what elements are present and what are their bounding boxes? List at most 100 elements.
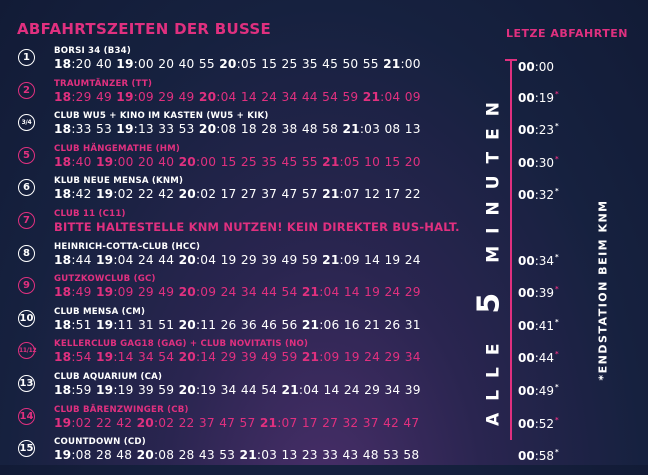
departure-time: 19 <box>364 285 381 300</box>
last-departure-minute: :32 <box>534 188 555 203</box>
last-departure-minute: :19 <box>534 90 555 105</box>
departure-time: 46 <box>261 317 278 332</box>
departure-time: 17 <box>384 187 401 202</box>
last-departure-hour: 00 <box>518 351 535 366</box>
departure-time: 54 <box>281 285 298 300</box>
last-departure-hour: 00 <box>518 90 535 105</box>
departure-time: 50 <box>342 57 359 71</box>
departure-time: 21:07 <box>322 187 360 202</box>
departure-time: 19:00 <box>116 57 154 71</box>
departure-time: 17 <box>301 415 318 430</box>
departure-time: 15 <box>261 57 278 71</box>
departure-time: 44 <box>240 383 257 397</box>
departure-time: 19:09 <box>116 89 154 104</box>
departure-time: 21:09 <box>301 350 340 365</box>
route-name: KLUB NEUE MENSA (KNM) <box>54 176 184 187</box>
departure-time: 49 <box>95 89 112 104</box>
departure-time: 33 <box>158 122 175 137</box>
route-number-badge: 1 <box>18 49 35 66</box>
route-name: GUTZKOWCLUB (GC) <box>54 274 156 285</box>
departure-time: 53 <box>178 122 195 137</box>
route-name: CLUB AQUARIUM (CA) <box>54 372 163 382</box>
departure-time: 24 <box>220 285 237 300</box>
footnote-mark: * <box>555 187 559 196</box>
bracket-line <box>510 59 512 440</box>
route-name: CLUB MENSA (CM) <box>54 306 146 317</box>
departure-time: 27 <box>240 187 257 202</box>
interval-number: 5 <box>471 280 507 314</box>
departure-time: 59 <box>342 89 359 104</box>
departure-time: 18:20 <box>54 57 92 71</box>
route-row: 10 CLUB MENSA (CM) 18:51 19:11 31 51 20:11 26 36… <box>14 307 484 345</box>
departure-time: 28 <box>95 448 112 463</box>
departure-time: 39 <box>261 252 278 267</box>
last-departure-hour: 00 <box>518 318 535 333</box>
departure-time: 37 <box>362 415 379 430</box>
departure-time: 29 <box>404 285 421 300</box>
last-departure-minute: :41 <box>534 318 555 333</box>
departure-time: 31 <box>404 317 421 332</box>
departure-time: 20:14 <box>178 350 217 365</box>
route-name: CLUB HÄNGEMATHE (HM) <box>54 143 181 154</box>
last-departure-time: 00:52* <box>518 416 559 431</box>
departure-time: 54 <box>158 350 175 365</box>
departure-time: 47 <box>281 187 298 202</box>
departure-time: 20:04 <box>178 252 217 267</box>
departure-time: 14 <box>343 285 360 300</box>
departure-time: 20:04 <box>198 89 237 104</box>
departure-time: 09 <box>404 89 421 104</box>
departure-time: 43 <box>198 448 215 463</box>
departure-time: 26 <box>384 317 401 332</box>
last-departure-time: 00:39* <box>518 285 559 301</box>
departure-time: 21:00 <box>383 57 421 71</box>
route-number-badge: 11/12 <box>18 342 37 360</box>
departure-time: 18:29 <box>54 89 92 104</box>
departure-time: 22 <box>178 415 195 430</box>
departure-time: 53 <box>219 448 236 463</box>
departure-time: 42 <box>158 187 175 202</box>
last-departure-hour: 00 <box>518 449 535 464</box>
departure-time: 23 <box>301 448 318 463</box>
departure-time: 19:02 <box>95 187 134 202</box>
last-departure-time: 00:34* <box>518 253 559 268</box>
page-title: ABFAHRTSZEITEN DER BUSSE <box>17 20 272 38</box>
interval-suffix: MINUTEN <box>483 89 504 263</box>
departure-time: 47 <box>403 415 420 430</box>
departure-time: 21:04 <box>362 89 401 104</box>
departure-time: 34 <box>137 350 154 365</box>
route-name: CLUB BÄRENZWINGER (CB) <box>54 404 189 415</box>
departure-time: 20:11 <box>178 317 217 332</box>
last-departure-time: 00:49* <box>518 383 559 398</box>
departure-time: 54 <box>322 89 339 104</box>
departure-time: 20:02 <box>178 187 217 202</box>
departure-time: 19:04 <box>95 252 134 267</box>
route-times: 18:59 19:19 39 59 20:19 34 44 54 21:04 14 24 29 34 39 <box>54 383 425 397</box>
footnote-mark: * <box>555 154 559 163</box>
departure-time: 14 <box>323 383 340 397</box>
last-departure-minute: :39 <box>534 286 555 301</box>
departure-time: 34 <box>220 383 237 397</box>
departure-time: 58 <box>403 448 420 463</box>
route-row: 9 GUTZKOWCLUB (GC) 18:49 19:09 29 49 20:09 24 34… <box>14 274 484 312</box>
route-times: 18:29 49 19:09 29 49 20:04 14 24 34 44 54 59 21:04 09 <box>54 90 425 104</box>
departure-time: 29 <box>240 252 257 267</box>
departure-time: 19:02 <box>54 415 92 430</box>
last-departure-minute: :52 <box>534 416 555 431</box>
route-row: 3/4 CLUB WU5 + KINO IM KASTEN (WU5 + KIK)… <box>14 111 484 149</box>
departure-time: 49 <box>261 350 278 365</box>
departure-time: 57 <box>301 187 318 202</box>
departure-time: 36 <box>240 317 257 332</box>
route-name: TRAUMTÄNZER (TT) <box>54 78 153 89</box>
departure-time: 55 <box>301 154 318 169</box>
departure-time: 19 <box>220 252 237 267</box>
route-name: CLUB WU5 + KINO IM KASTEN (WU5 + KIK) <box>54 111 269 122</box>
departure-time: 40 <box>178 57 195 71</box>
departure-time: 18:40 <box>54 154 92 169</box>
last-departure-minute: :49 <box>534 384 555 398</box>
departure-time: 49 <box>178 89 195 104</box>
departure-time: 29 <box>384 350 401 365</box>
departure-time: 21:04 <box>301 285 340 300</box>
route-row: 2 TRAUMTÄNZER (TT) 18:29 49 19:09 29 49 20:04 14… <box>14 79 484 117</box>
route-times: 18:54 19:14 34 54 20:14 29 39 49 59 21:09 19 24 29 34 <box>54 350 425 364</box>
departure-time: 34 <box>240 285 257 300</box>
